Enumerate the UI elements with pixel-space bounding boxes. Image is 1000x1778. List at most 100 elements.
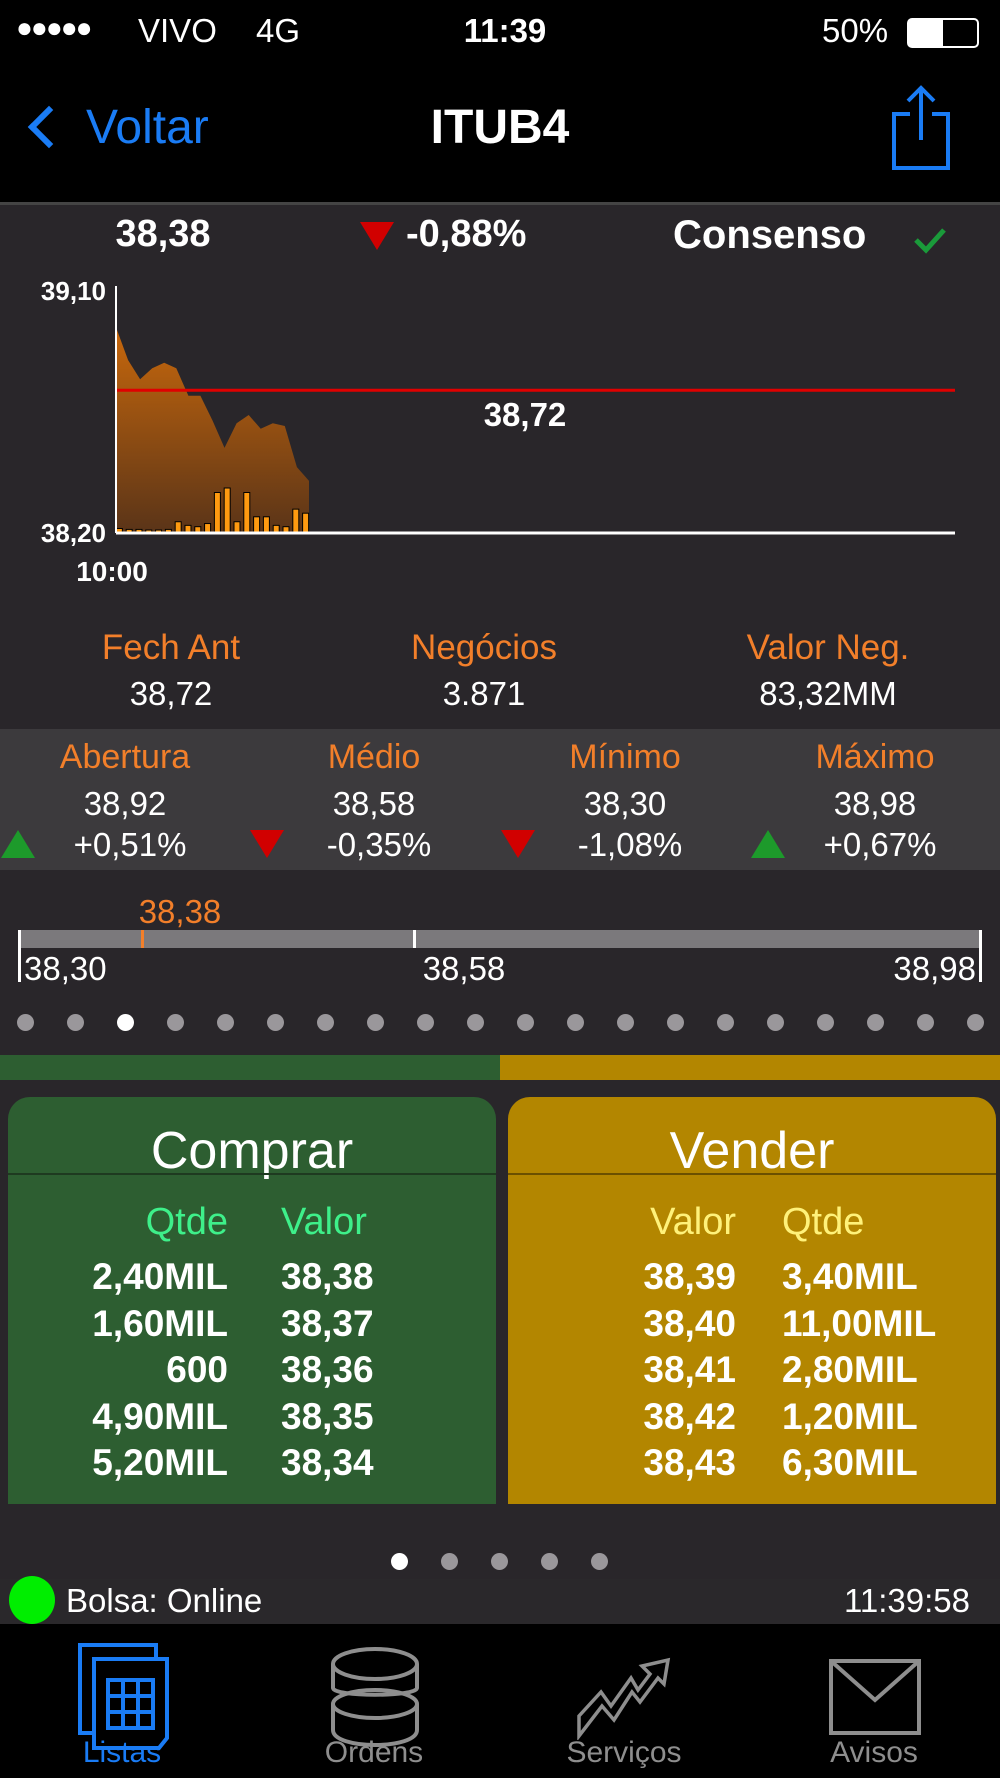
volume-bar: [292, 508, 300, 534]
page-indicator-dot[interactable]: [717, 1014, 734, 1031]
intraday-chart: 39,10 38,20 10:00 38,72: [41, 276, 955, 587]
sell-price-header: Valor: [650, 1201, 736, 1243]
page-indicator-dot[interactable]: [417, 1014, 434, 1031]
range-mid-tick: [413, 930, 416, 948]
price-value: 38,30: [583, 785, 667, 822]
tab-label: Avisos: [830, 1736, 918, 1769]
page-indicator-dot[interactable]: [467, 1014, 484, 1031]
sell-qty: 11,00MIL: [782, 1302, 937, 1344]
page-indicator-dot[interactable]: [541, 1553, 558, 1570]
tab-avisos[interactable]: Avisos: [750, 1624, 1000, 1778]
page-indicator-dot[interactable]: [967, 1014, 984, 1031]
page-indicator-dot[interactable]: [441, 1553, 458, 1570]
page-indicator-dot[interactable]: [617, 1014, 634, 1031]
x-tick-label: 10:00: [76, 556, 148, 587]
sell-price: 38,42: [643, 1395, 736, 1437]
tab-listas[interactable]: Listas: [0, 1624, 250, 1778]
range-min-tick: [18, 930, 21, 982]
down-arrow-icon: [360, 222, 394, 250]
price-change: -0,88%: [406, 213, 527, 255]
grid-list-icon: [78, 1643, 169, 1750]
volume-bar: [302, 512, 310, 534]
page-indicator-dot[interactable]: [67, 1014, 84, 1031]
buy-panel[interactable]: Comprar Qtde Valor 2,40MIL 38,38 1,60MIL 38…: [8, 1097, 496, 1504]
carrier: VIVO: [138, 12, 217, 49]
page-indicator-dot[interactable]: [867, 1014, 884, 1031]
page-indicator-dot[interactable]: [917, 1014, 934, 1031]
price-value: 38,92: [83, 785, 167, 822]
volume-bar: [253, 516, 261, 534]
buy-qty-header: Qtde: [145, 1201, 228, 1243]
page-indicator-dot[interactable]: [117, 1014, 134, 1031]
consensus-button[interactable]: Consenso: [673, 213, 867, 257]
sell-price: 38,41: [643, 1349, 736, 1390]
tab-ordens[interactable]: Ordens: [249, 1624, 499, 1778]
sell-title: Vender: [669, 1122, 835, 1180]
exchange-status: Bolsa: Online: [66, 1582, 263, 1619]
price-change: -1,08%: [577, 826, 683, 863]
signal-strength: ●●●●●: [16, 12, 93, 43]
range-mid: 38,58: [422, 950, 506, 987]
page-indicator-dot[interactable]: [491, 1553, 508, 1570]
sell-price: 38,40: [643, 1302, 736, 1344]
page-indicator-dot[interactable]: [317, 1014, 334, 1031]
sell-qty: 6,30MIL: [782, 1442, 918, 1483]
page-indicator-dot[interactable]: [817, 1014, 834, 1031]
server-time: 11:39:58: [843, 1582, 970, 1619]
trend-arrow-icon: [577, 1657, 671, 1740]
tab-servicos[interactable]: Serviços: [500, 1624, 750, 1778]
range-bar: [19, 930, 981, 948]
buy-price: 38,35: [281, 1395, 374, 1437]
buy-title: Comprar: [150, 1122, 354, 1180]
stat-value: 83,32MM: [759, 675, 897, 712]
tab-label: Listas: [82, 1736, 162, 1769]
battery-percent: 50%: [822, 12, 889, 49]
sell-price: 38,43: [643, 1442, 736, 1483]
last-price: 38,38: [115, 213, 211, 255]
buy-volume-bar: [0, 1055, 500, 1080]
sell-panel[interactable]: Vender Valor Qtde 38,39 3,40MIL 38,40 11,00…: [508, 1097, 996, 1504]
price-label: Mínimo: [569, 738, 681, 776]
page-indicator-dot[interactable]: [591, 1553, 608, 1570]
sell-volume-bar: [500, 1055, 1000, 1080]
buy-qty: 600: [166, 1349, 228, 1390]
page-indicator-dot[interactable]: [367, 1014, 384, 1031]
page-indicator-dot[interactable]: [267, 1014, 284, 1031]
back-label: Voltar: [86, 100, 209, 154]
price-change: -0,35%: [326, 826, 432, 863]
envelope-icon: [829, 1659, 921, 1735]
sell-qty: 2,80MIL: [782, 1349, 918, 1390]
page-indicator-dot[interactable]: [391, 1553, 408, 1570]
tab-label: Ordens: [324, 1736, 424, 1769]
volume-bar: [223, 487, 231, 534]
back-button[interactable]: Voltar: [20, 92, 209, 162]
sell-qty: 1,20MIL: [782, 1395, 918, 1437]
price-summary-row: [0, 729, 1000, 870]
page-indicator-dot[interactable]: [767, 1014, 784, 1031]
page-indicator-dot[interactable]: [17, 1014, 34, 1031]
buy-price: 38,38: [281, 1256, 374, 1297]
range-max: 38,98: [893, 950, 976, 987]
page-indicator-dot[interactable]: [167, 1014, 184, 1031]
sell-qty-header: Qtde: [782, 1201, 865, 1243]
buy-qty: 4,90MIL: [92, 1395, 228, 1437]
divider: [8, 1173, 496, 1175]
buy-qty: 2,40MIL: [92, 1256, 228, 1297]
sell-price: 38,39: [643, 1256, 736, 1297]
page-indicator-dot[interactable]: [567, 1014, 584, 1031]
price-value: 38,58: [332, 785, 416, 822]
page-indicator-dot[interactable]: [217, 1014, 234, 1031]
buy-price: 38,37: [281, 1302, 374, 1344]
up-arrow-icon: [1, 830, 35, 858]
share-icon[interactable]: [888, 84, 954, 172]
buy-price: 38,36: [281, 1349, 374, 1390]
down-arrow-icon: [501, 830, 535, 858]
page-indicator-dot[interactable]: [517, 1014, 534, 1031]
page-indicator-dot[interactable]: [667, 1014, 684, 1031]
range-current-label: 38,38: [138, 893, 222, 930]
volume-bar: [213, 492, 221, 534]
buy-price-header: Valor: [281, 1201, 367, 1243]
checkmark-icon: [914, 228, 946, 254]
divider: [508, 1173, 996, 1175]
reference-line-label: 38,72: [484, 396, 567, 433]
